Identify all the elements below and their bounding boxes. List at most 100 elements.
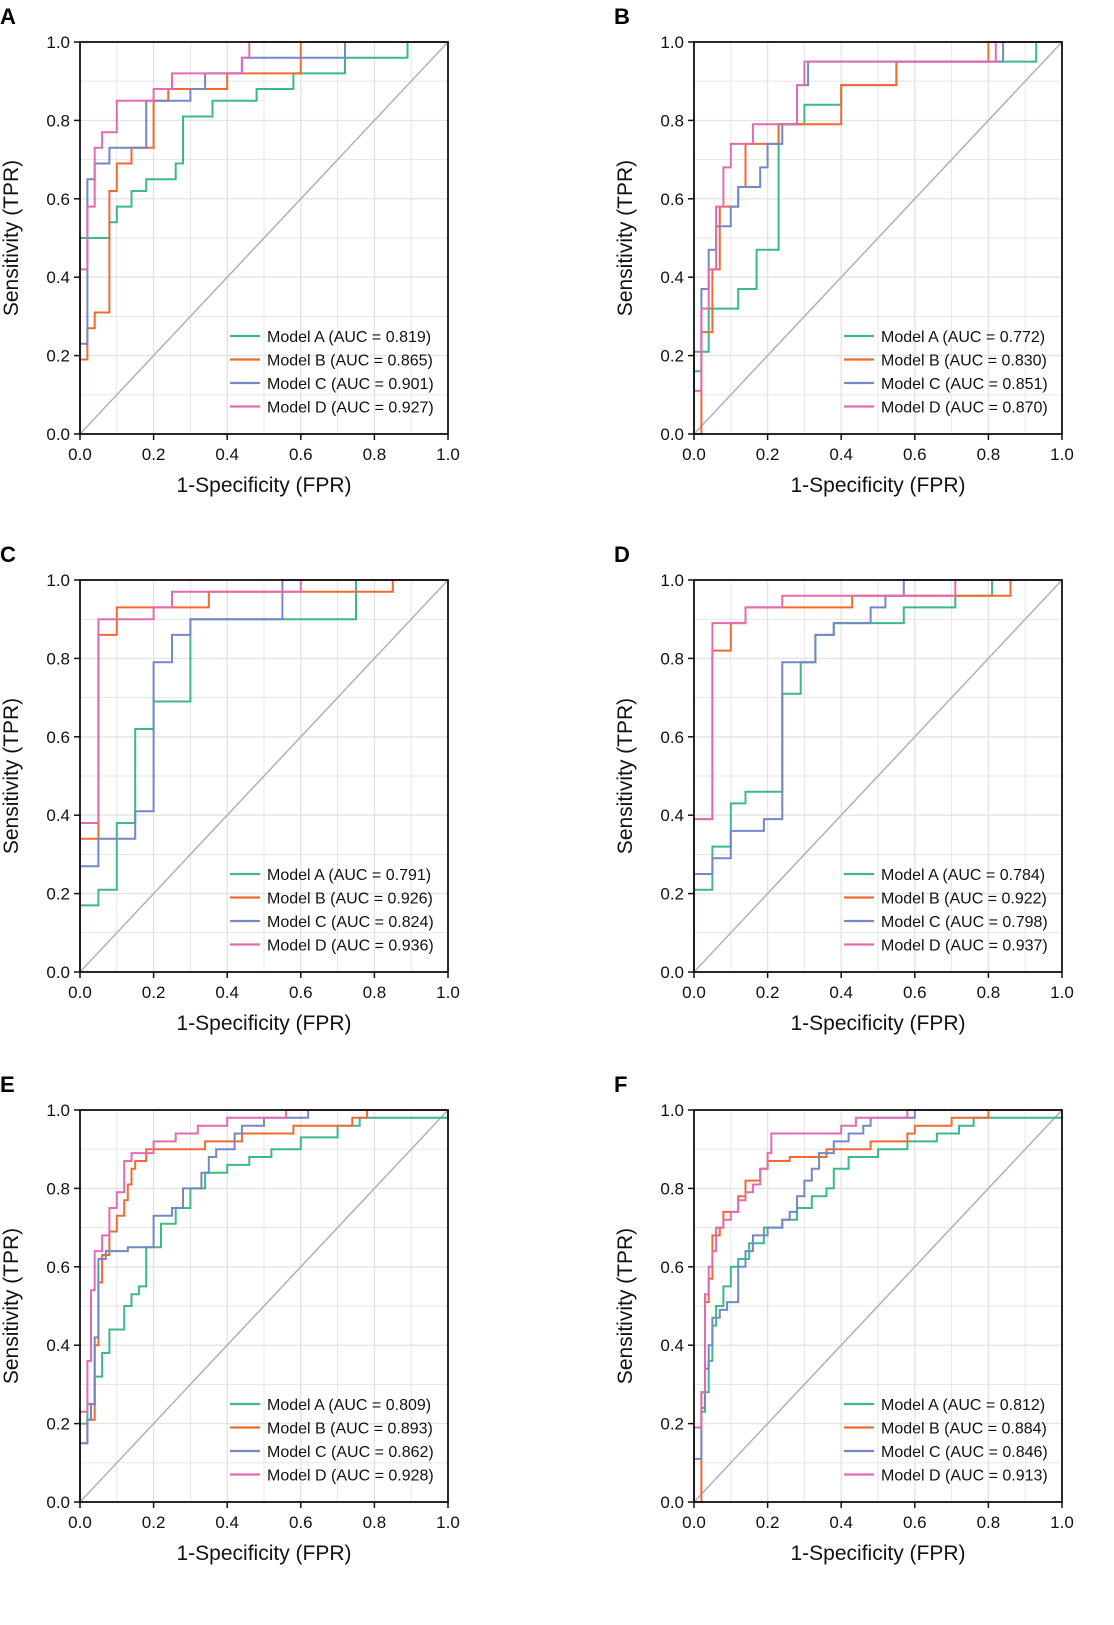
x-tick-label: 0.2 bbox=[142, 983, 166, 1002]
y-tick-label: 0.4 bbox=[46, 268, 70, 287]
x-tick-label: 0.2 bbox=[756, 445, 780, 464]
x-tick-label: 0.0 bbox=[682, 445, 706, 464]
plot-frame bbox=[79, 41, 449, 435]
panel-letter: E bbox=[0, 1072, 15, 1097]
y-tick-label: 0.8 bbox=[660, 1179, 684, 1198]
x-tick-label: 0.6 bbox=[903, 983, 927, 1002]
roc-curve-model-d bbox=[693, 1109, 1062, 1502]
y-tick-label: 0.8 bbox=[660, 649, 684, 668]
y-tick-label: 0.4 bbox=[660, 1336, 684, 1355]
panel-letter: C bbox=[0, 542, 16, 567]
x-axis-title: 1-Specificity (FPR) bbox=[176, 1012, 351, 1035]
legend-label-model-a: Model A (AUC = 0.812) bbox=[881, 1397, 1045, 1414]
x-tick-label: 0.6 bbox=[289, 983, 313, 1002]
y-tick-label: 0.2 bbox=[660, 347, 684, 366]
y-axis-title: Sensitivity (TPR) bbox=[0, 698, 23, 854]
x-tick-label: 0.6 bbox=[903, 445, 927, 464]
plot-frame bbox=[693, 579, 1063, 973]
roc-curve-model-b bbox=[79, 579, 448, 972]
diagonal-reference-line bbox=[79, 1109, 449, 1503]
y-tick-label: 0.4 bbox=[660, 806, 684, 825]
panel-letter: B bbox=[614, 4, 630, 29]
panel-e: E 0.0 0.2 0.4 0.6 0.8 1.0 0.0 0.2 0.4 0.6 0.8 1.0 1-S… bbox=[0, 1072, 460, 1565]
x-tick-label: 0.4 bbox=[829, 445, 853, 464]
y-tick-label: 0.6 bbox=[660, 728, 684, 747]
x-axis-title: 1-Specificity (FPR) bbox=[176, 474, 351, 497]
legend-label-model-b: Model B (AUC = 0.884) bbox=[881, 1421, 1047, 1438]
plot-frame bbox=[79, 579, 449, 973]
diagonal-reference-line bbox=[693, 41, 1063, 435]
legend-label-model-d: Model D (AUC = 0.913) bbox=[881, 1468, 1048, 1485]
panel-letter: F bbox=[614, 1072, 627, 1097]
y-tick-label: 0.4 bbox=[46, 1336, 70, 1355]
y-tick-label: 1.0 bbox=[660, 33, 684, 52]
roc-curve-model-d bbox=[79, 41, 448, 434]
x-tick-label: 1.0 bbox=[1050, 445, 1074, 464]
x-tick-label: 1.0 bbox=[436, 1513, 460, 1532]
roc-curve-model-a bbox=[79, 579, 448, 972]
legend-label-model-a: Model A (AUC = 0.819) bbox=[267, 329, 431, 346]
legend-label-model-b: Model B (AUC = 0.926) bbox=[267, 891, 433, 908]
x-tick-label: 0.2 bbox=[756, 1513, 780, 1532]
roc-curve-model-c bbox=[79, 579, 448, 972]
legend-label-model-c: Model C (AUC = 0.824) bbox=[267, 914, 434, 931]
y-tick-label: 0.0 bbox=[46, 963, 70, 982]
x-tick-label: 1.0 bbox=[1050, 983, 1074, 1002]
y-tick-label: 0.4 bbox=[660, 268, 684, 287]
x-axis-title: 1-Specificity (FPR) bbox=[790, 474, 965, 497]
y-axis-title: Sensitivity (TPR) bbox=[614, 1228, 637, 1384]
x-tick-label: 0.0 bbox=[68, 1513, 92, 1532]
y-tick-label: 0.0 bbox=[46, 425, 70, 444]
x-tick-label: 0.0 bbox=[68, 983, 92, 1002]
legend-label-model-b: Model B (AUC = 0.922) bbox=[881, 891, 1047, 908]
y-tick-label: 0.6 bbox=[660, 1258, 684, 1277]
x-tick-label: 0.2 bbox=[142, 1513, 166, 1532]
x-tick-label: 0.6 bbox=[289, 445, 313, 464]
roc-curve-model-d bbox=[79, 579, 448, 972]
grid bbox=[80, 1110, 448, 1502]
x-tick-label: 0.4 bbox=[829, 1513, 853, 1532]
x-axis-title: 1-Specificity (FPR) bbox=[790, 1012, 965, 1035]
grid bbox=[694, 1110, 1062, 1502]
panel-d: D 0.0 0.2 0.4 0.6 0.8 1.0 0.0 0.2 0.4 0.6 0.8 1.0 1-S… bbox=[614, 542, 1074, 1035]
y-tick-label: 0.2 bbox=[46, 885, 70, 904]
x-tick-label: 0.8 bbox=[363, 445, 387, 464]
y-tick-label: 1.0 bbox=[46, 1101, 70, 1120]
legend-label-model-c: Model C (AUC = 0.798) bbox=[881, 914, 1048, 931]
y-tick-label: 0.4 bbox=[46, 806, 70, 825]
legend-label-model-d: Model D (AUC = 0.870) bbox=[881, 400, 1048, 417]
panel-c: C 0.0 0.2 0.4 0.6 0.8 1.0 0.0 0.2 0.4 0.6 0.8 1.0 1-S… bbox=[0, 542, 460, 1035]
y-tick-label: 0.0 bbox=[660, 1493, 684, 1512]
roc-curve-model-a bbox=[79, 41, 448, 434]
roc-curve-model-b bbox=[694, 41, 1062, 435]
y-tick-label: 0.6 bbox=[46, 728, 70, 747]
y-tick-label: 0.8 bbox=[46, 649, 70, 668]
x-tick-label: 0.4 bbox=[215, 445, 239, 464]
legend-label-model-c: Model C (AUC = 0.846) bbox=[881, 1444, 1048, 1461]
x-axis-title: 1-Specificity (FPR) bbox=[790, 1542, 965, 1565]
y-axis-title: Sensitivity (TPR) bbox=[0, 1228, 23, 1384]
y-tick-label: 0.6 bbox=[660, 190, 684, 209]
x-tick-label: 0.2 bbox=[142, 445, 166, 464]
y-axis-title: Sensitivity (TPR) bbox=[614, 698, 637, 854]
x-axis-title: 1-Specificity (FPR) bbox=[176, 1542, 351, 1565]
legend-label-model-b: Model B (AUC = 0.865) bbox=[267, 353, 433, 370]
roc-curve-model-b bbox=[79, 41, 448, 434]
panel-a: A 0.0 0.2 0.4 0.6 0.8 1.0 0.0 0.2 0.4 0.6 0.8 1.0 1-S… bbox=[0, 4, 460, 497]
y-tick-label: 0.6 bbox=[46, 190, 70, 209]
x-tick-label: 1.0 bbox=[436, 983, 460, 1002]
legend-label-model-d: Model D (AUC = 0.927) bbox=[267, 400, 434, 417]
x-tick-label: 0.4 bbox=[215, 983, 239, 1002]
x-tick-label: 0.8 bbox=[363, 983, 387, 1002]
y-tick-label: 1.0 bbox=[46, 571, 70, 590]
roc-curve-model-d bbox=[693, 41, 1062, 434]
x-tick-label: 0.6 bbox=[289, 1513, 313, 1532]
x-tick-label: 0.2 bbox=[756, 983, 780, 1002]
panel-f: F 0.0 0.2 0.4 0.6 0.8 1.0 0.0 0.2 0.4 0.6 0.8 1.0 1-S… bbox=[614, 1072, 1074, 1565]
legend-label-model-a: Model A (AUC = 0.809) bbox=[267, 1397, 431, 1414]
legend: Model A (AUC = 0.772) Model B (AUC = 0.83… bbox=[844, 329, 1048, 417]
x-tick-label: 0.0 bbox=[682, 983, 706, 1002]
diagonal-reference-line bbox=[693, 1109, 1063, 1503]
y-tick-label: 1.0 bbox=[660, 571, 684, 590]
